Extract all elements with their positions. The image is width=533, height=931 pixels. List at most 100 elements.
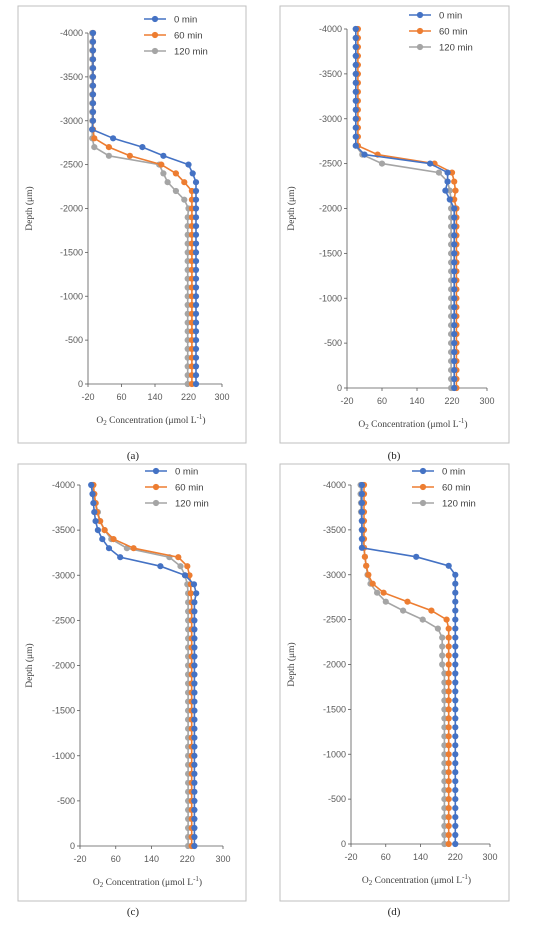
data-point [192, 319, 200, 326]
x-tick-label: 140 [144, 854, 159, 864]
y-tick-label: -500 [65, 335, 83, 345]
legend-marker [416, 27, 424, 35]
data-point [445, 715, 452, 722]
legend-label: 120 min [175, 499, 209, 510]
data-point [361, 151, 368, 158]
data-point [160, 170, 167, 177]
x-tick-label: 300 [214, 392, 229, 402]
data-point [192, 196, 200, 203]
data-point [192, 179, 200, 186]
data-point [452, 751, 459, 758]
data-point [105, 144, 112, 151]
data-point [117, 554, 124, 561]
panel-frame [17, 463, 247, 902]
data-point [191, 770, 198, 777]
legend-marker [416, 43, 424, 51]
y-tick-label: -1500 [319, 248, 342, 258]
data-point [400, 607, 407, 614]
data-point [172, 170, 179, 177]
data-point [452, 679, 459, 686]
x-tick-label: 300 [482, 852, 497, 862]
data-point [192, 354, 200, 361]
x-tick-label: 140 [413, 852, 428, 862]
data-point [445, 706, 452, 713]
data-point [445, 625, 452, 632]
data-point [191, 599, 198, 606]
y-axis-title: Depth (μm) [24, 186, 35, 230]
data-point [191, 662, 198, 669]
y-tick-label: -3000 [319, 114, 342, 124]
data-point [89, 91, 97, 98]
data-point [352, 142, 359, 149]
data-point [445, 778, 452, 785]
data-point [192, 258, 200, 265]
data-point [452, 733, 459, 740]
x-tick-label: 60 [116, 392, 126, 402]
data-point [446, 196, 453, 203]
data-point [89, 100, 97, 107]
x-axis-title: O2 Concentration (μmol L-1) [93, 875, 202, 889]
data-point [382, 598, 389, 605]
data-point [419, 616, 426, 623]
data-point [445, 751, 452, 758]
data-point [185, 161, 192, 168]
data-point [445, 822, 452, 830]
y-axis-title: Depth (μm) [286, 642, 297, 686]
data-point [192, 328, 200, 335]
data-point [89, 56, 97, 63]
data-point [164, 179, 171, 186]
data-point [126, 152, 133, 159]
data-point [189, 170, 196, 177]
data-point [452, 778, 459, 785]
data-point [445, 697, 452, 704]
data-point [97, 518, 104, 525]
legend-label: 0 min [175, 467, 198, 478]
data-point [89, 47, 97, 54]
y-tick-label: -3500 [60, 72, 83, 82]
data-point [452, 688, 459, 695]
y-tick-label: -500 [57, 796, 75, 806]
data-point [441, 706, 448, 713]
x-axis-title: O2 Concentration (μmol L-1) [358, 417, 467, 431]
data-point [191, 707, 198, 714]
data-point [441, 679, 448, 686]
data-point [352, 124, 359, 131]
data-point [451, 277, 458, 284]
data-point [365, 571, 372, 578]
data-point [452, 814, 459, 821]
panel-caption: (a) [127, 450, 140, 462]
data-point [452, 769, 459, 776]
data-point [191, 671, 198, 678]
data-point [451, 304, 458, 311]
data-point [191, 761, 198, 768]
y-tick-label: -2000 [52, 661, 75, 671]
data-point [445, 643, 452, 650]
data-point [192, 380, 200, 388]
data-point [445, 562, 452, 569]
data-point [441, 814, 448, 821]
data-point [91, 144, 98, 151]
data-point [191, 743, 198, 750]
y-tick-label: 0 [70, 841, 75, 851]
data-point [358, 544, 365, 551]
data-point [352, 133, 359, 140]
data-point [452, 787, 459, 794]
data-point [445, 670, 452, 677]
y-tick-label: -3000 [52, 570, 75, 580]
legend-label: 120 min [174, 47, 208, 58]
data-point [451, 259, 458, 266]
data-point [191, 716, 198, 723]
data-point [445, 840, 452, 848]
legend-marker [416, 11, 424, 19]
data-point [352, 115, 359, 122]
data-point [192, 266, 200, 273]
data-point [445, 805, 452, 812]
data-point [451, 241, 458, 248]
data-point [191, 608, 198, 615]
data-point [441, 805, 448, 812]
data-point [441, 760, 448, 767]
y-tick-label: -1000 [60, 291, 83, 301]
data-point [89, 108, 97, 116]
panel-frame [279, 463, 510, 902]
y-tick-label: 0 [78, 379, 83, 389]
